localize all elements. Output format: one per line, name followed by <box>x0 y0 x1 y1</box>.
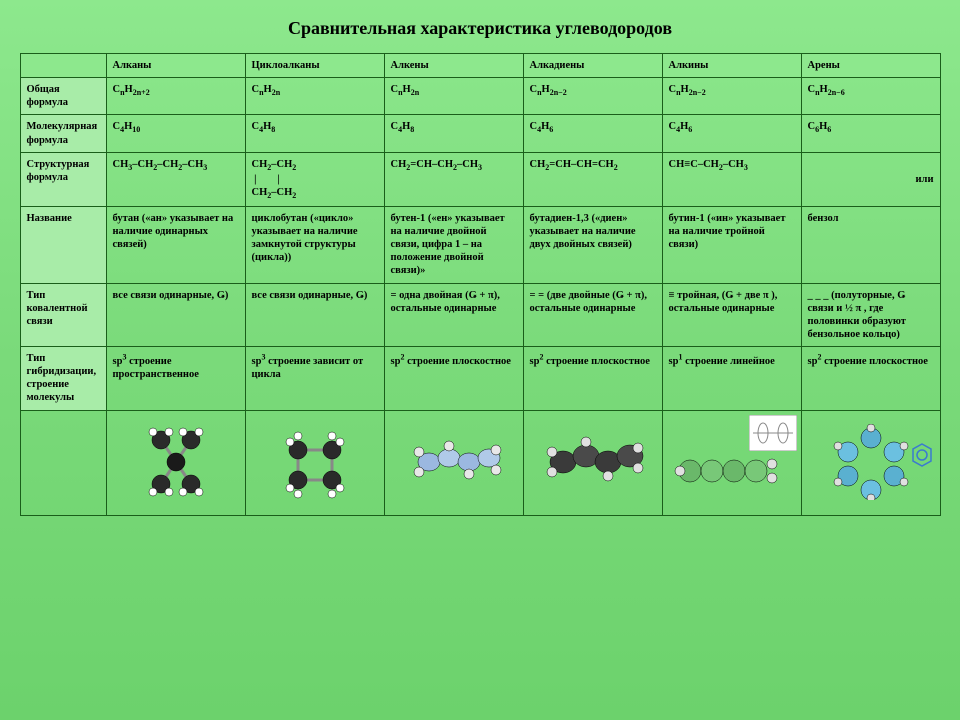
molecule-icon <box>538 422 648 494</box>
cell: CnH2n+2 <box>106 78 245 115</box>
molecule-benzene <box>801 410 940 515</box>
cell: все связи одинарные, Ǥ) <box>106 283 245 347</box>
cell: CnH2n−6 <box>801 78 940 115</box>
table-row: Тип ковалентной связи все связи одинарны… <box>20 283 940 347</box>
row-head-name: Название <box>20 206 106 283</box>
cell: циклобутан («цикло» указывает на наличие… <box>245 206 384 283</box>
row-head-structural: Структурная формула <box>20 152 106 206</box>
row-head-general-formula: Общая формула <box>20 78 106 115</box>
cell: CH2=CH–CH=CH2 <box>523 152 662 206</box>
col-head-alkynes: Алкины <box>662 54 801 78</box>
cell: C4H6 <box>662 115 801 152</box>
cell: CH2–CH2 | |CH2–CH2 <box>245 152 384 206</box>
cell: CnH2n−2 <box>523 78 662 115</box>
cell: CH≡C–CH2–CH3 <box>662 152 801 206</box>
col-head-alkanes: Алканы <box>106 54 245 78</box>
cell: бутадиен-1,3 («диен» указывает на наличи… <box>523 206 662 283</box>
row-head-bond: Тип ковалентной связи <box>20 283 106 347</box>
cell: CnH2n−2 <box>662 78 801 115</box>
table-row: Структурная формула CH3–CH2–CH2–CH3 CH2–… <box>20 152 940 206</box>
cell: CH3–CH2–CH2–CH3 <box>106 152 245 206</box>
cell: C6H6 <box>801 115 940 152</box>
molecule-alkyne <box>662 410 801 515</box>
molecule-diene <box>523 410 662 515</box>
cell: sp2 строение плоскостное <box>801 347 940 411</box>
cell: C4H6 <box>523 115 662 152</box>
page-title: Сравнительная характеристика углеводород… <box>0 0 960 53</box>
cell: = = (две двойные (Ǥ + π), остальные один… <box>523 283 662 347</box>
table-header-row: Алканы Циклоалканы Алкены Алкадиены Алки… <box>20 54 940 78</box>
molecule-icon <box>826 424 916 500</box>
row-head-hybrid: Тип гибридизации, строение молекулы <box>20 347 106 411</box>
hydrocarbons-table: Алканы Циклоалканы Алкены Алкадиены Алки… <box>20 53 941 516</box>
molecule-alkene <box>384 410 523 515</box>
molecule-icon <box>672 446 792 496</box>
table-row: Общая формула CnH2n+2 CnH2n CnH2n CnH2n−… <box>20 78 940 115</box>
col-head-blank <box>20 54 106 78</box>
cell: sp2 строение плоскостное <box>384 347 523 411</box>
col-head-alkenes: Алкены <box>384 54 523 78</box>
cell: C4H10 <box>106 115 245 152</box>
cell: бензол <box>801 206 940 283</box>
molecule-icon <box>270 422 360 504</box>
cell: бутен-1 («ен» указывает на наличие двойн… <box>384 206 523 283</box>
cell: C4H8 <box>245 115 384 152</box>
molecule-cyclobutane <box>245 410 384 515</box>
cell-blank <box>20 410 106 515</box>
cell: sp3 строение пространственное <box>106 347 245 411</box>
table-row: Молекулярная формула C4H10 C4H8 C4H8 C4H… <box>20 115 940 152</box>
cell: CH2=CH–CH2–CH3 <box>384 152 523 206</box>
cell: CnH2n <box>384 78 523 115</box>
table-row-molecules <box>20 410 940 515</box>
cell: ≡ тройная, (Ǥ + две π ), остальные одина… <box>662 283 801 347</box>
benzene-ring-icon <box>908 441 936 469</box>
cell: бутан («ан» указывает на наличие одинарн… <box>106 206 245 283</box>
cell: CnH2n <box>245 78 384 115</box>
orbital-diagram-icon <box>749 415 797 451</box>
molecule-alkane <box>106 410 245 515</box>
col-head-cycloalkanes: Циклоалканы <box>245 54 384 78</box>
cell: sp1 строение линейное <box>662 347 801 411</box>
molecule-icon <box>404 422 504 494</box>
cell: _ _ _ (полуторные, Ǥ связи и ½ π , где п… <box>801 283 940 347</box>
cell: C4H8 <box>384 115 523 152</box>
table-row: Тип гибридизации, строение молекулы sp3 … <box>20 347 940 411</box>
cell: sp3 строение зависит от цикла <box>245 347 384 411</box>
cell: или <box>801 152 940 206</box>
cell: все связи одинарные, Ǥ) <box>245 283 384 347</box>
table-row: Название бутан («ан» указывает на наличи… <box>20 206 940 283</box>
cell: sp2 строение плоскостное <box>523 347 662 411</box>
col-head-alkadienes: Алкадиены <box>523 54 662 78</box>
cell: = одна двойная (Ǥ + π), остальные одинар… <box>384 283 523 347</box>
col-head-arenes: Арены <box>801 54 940 78</box>
row-head-molecular: Молекулярная формула <box>20 115 106 152</box>
molecule-icon <box>131 422 221 504</box>
cell: бутин-1 («ин» указывает на наличие тройн… <box>662 206 801 283</box>
